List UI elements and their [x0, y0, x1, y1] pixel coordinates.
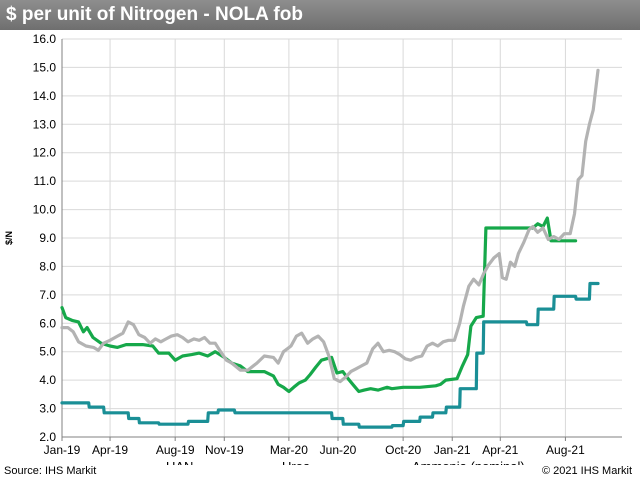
y-tick-label: 16.0 — [33, 32, 57, 46]
series-lines — [60, 68, 600, 429]
line-chart: 2.0 3.0 4.0 5.0 6.0 7.0 8.0 9.0 10.0 11.0 12.0 13.0… — [4, 32, 622, 465]
legend-label-1: Urea — [282, 459, 311, 465]
legend-label-2: Ammonia (nominal) — [412, 459, 525, 465]
y-tick-label: 2.0 — [39, 430, 56, 444]
y-tick-label: 8.0 — [39, 259, 56, 273]
y-tick-label: 12.0 — [33, 146, 57, 160]
x-tick-label: Apr-19 — [92, 443, 128, 457]
x-tick-label: Jan-21 — [434, 443, 471, 457]
x-tick-label: Jan-19 — [44, 443, 81, 457]
x-tick-label: Oct-20 — [385, 443, 421, 457]
series-line-1 — [60, 68, 600, 384]
y-tick-label: 14.0 — [33, 89, 57, 103]
series-line-0 — [60, 216, 578, 394]
x-tick-label: Apr-21 — [482, 443, 518, 457]
y-tick-label: 13.0 — [33, 117, 57, 131]
y-tick-label: 11.0 — [34, 174, 57, 188]
x-tick-label: Mar-20 — [270, 443, 308, 457]
gridlines — [61, 38, 622, 438]
y-axis-label: $/N — [4, 231, 14, 245]
source-note: Source: IHS Markit — [4, 465, 97, 477]
y-tick-label: 15.0 — [33, 60, 57, 74]
x-tick-label: Jun-20 — [320, 443, 357, 457]
chart-title: $ per unit of Nitrogen - NOLA fob — [6, 4, 303, 25]
y-tick-label: 10.0 — [33, 203, 57, 217]
title-bar: $ per unit of Nitrogen - NOLA fob — [0, 0, 640, 30]
y-tick-label: 6.0 — [39, 316, 56, 330]
x-tick-label: Aug-19 — [156, 443, 195, 457]
y-tick-label: 5.0 — [39, 345, 56, 359]
legend: UAN Urea Ammonia (nominal) — [166, 459, 525, 465]
y-tick-label: 9.0 — [39, 231, 56, 245]
x-tick-label: Aug-21 — [546, 443, 585, 457]
copyright-note: © 2021 IHS Markit — [541, 465, 632, 477]
legend-label-0: UAN — [166, 459, 193, 465]
axes: 2.0 3.0 4.0 5.0 6.0 7.0 8.0 9.0 10.0 11.0 12.0 13.0… — [4, 32, 622, 457]
y-tick-label: 4.0 — [39, 373, 56, 387]
series-line-2 — [60, 281, 600, 429]
y-tick-label: 3.0 — [39, 402, 56, 416]
y-tick-label: 7.0 — [39, 288, 56, 302]
x-tick-label: Nov-19 — [205, 443, 244, 457]
